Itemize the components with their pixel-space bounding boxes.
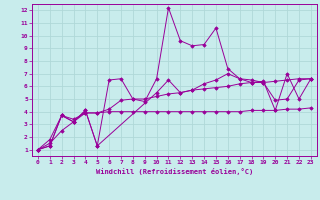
X-axis label: Windchill (Refroidissement éolien,°C): Windchill (Refroidissement éolien,°C)	[96, 168, 253, 175]
